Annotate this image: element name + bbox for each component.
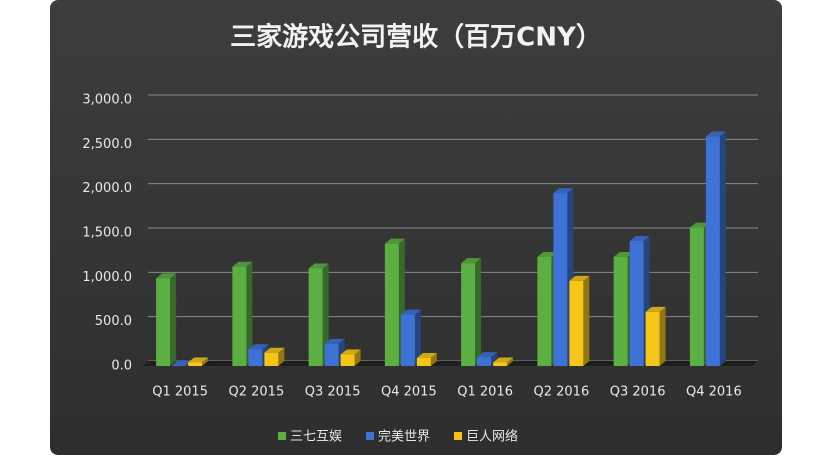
bar-top	[400, 309, 421, 315]
bar	[416, 358, 431, 366]
bar	[156, 278, 171, 366]
floor	[142, 361, 758, 366]
bar-top	[629, 235, 650, 241]
legend-label: 巨人网络	[466, 429, 518, 445]
bar-top	[461, 258, 482, 264]
y-tick-label: 1,000.0	[82, 270, 132, 285]
bar	[569, 280, 584, 366]
bar-side	[414, 309, 421, 366]
bar-top	[537, 251, 558, 257]
bar-top	[645, 306, 666, 312]
legend-swatch	[366, 432, 375, 440]
bar	[384, 243, 399, 366]
y-tick-label: 1,500.0	[82, 226, 132, 241]
bar-top	[477, 352, 498, 358]
x-tick-label: Q1 2016	[457, 385, 513, 400]
bar	[705, 136, 720, 366]
bar-top	[308, 263, 329, 269]
bar-top	[705, 131, 726, 137]
bar	[493, 362, 508, 366]
bar-top	[324, 338, 345, 344]
x-tick-label: Q1 2015	[152, 385, 208, 400]
bar	[689, 227, 704, 366]
y-tick-label: 0.0	[111, 359, 132, 374]
x-tick-label: Q2 2015	[229, 385, 285, 400]
legend-swatch	[454, 432, 463, 440]
bar-top	[613, 251, 634, 257]
bar-top	[172, 360, 193, 366]
bar-top	[156, 273, 177, 279]
bar-top	[232, 261, 253, 267]
bar-side	[719, 131, 726, 366]
bar	[553, 193, 568, 366]
bar-side	[202, 357, 209, 366]
bar	[340, 354, 355, 366]
bar	[477, 357, 492, 366]
bar	[461, 263, 476, 366]
bar-top	[553, 188, 574, 194]
bar-side	[507, 357, 514, 366]
bar	[172, 365, 187, 366]
y-tick-label: 2,500.0	[82, 137, 132, 152]
bar-top	[248, 344, 269, 350]
bar	[629, 240, 644, 366]
bar-top	[384, 238, 405, 244]
bar-side	[491, 352, 498, 366]
legend-swatch	[278, 432, 286, 440]
bar	[188, 362, 203, 366]
legend-label: 三七互娱	[290, 430, 342, 445]
bar-top	[188, 357, 209, 363]
bar-top	[416, 353, 437, 359]
y-tick-label: 3,000.0	[82, 93, 132, 108]
legend-label: 完美世界	[378, 430, 430, 445]
bar-side	[475, 258, 482, 366]
bar	[537, 256, 552, 366]
x-tick-label: Q3 2015	[305, 385, 361, 400]
bar-top	[264, 347, 285, 353]
chart-title: 三家游戏公司营收（百万CNY）	[230, 22, 602, 53]
bar-side	[170, 273, 177, 366]
bar	[400, 314, 415, 366]
bar	[308, 268, 323, 366]
x-tick-label: Q4 2015	[381, 385, 437, 400]
y-tick-label: 500.0	[95, 314, 132, 329]
bar	[264, 352, 279, 366]
bar-side	[278, 347, 285, 366]
y-tick-label: 2,000.0	[82, 181, 132, 196]
x-tick-label: Q2 2016	[534, 385, 590, 400]
bar-side	[246, 261, 253, 366]
bar-side	[430, 353, 437, 366]
bar-side	[322, 263, 329, 366]
x-tick-label: Q3 2016	[610, 385, 666, 400]
bar	[232, 266, 247, 366]
bar	[645, 311, 660, 366]
bar	[248, 349, 263, 366]
bar-side	[659, 306, 666, 366]
bar-side	[583, 275, 590, 366]
bar-top	[340, 349, 361, 355]
bar	[324, 343, 339, 366]
bar-top	[569, 275, 590, 281]
bar	[613, 256, 628, 366]
bar-side	[354, 349, 361, 366]
x-tick-label: Q4 2016	[686, 385, 742, 400]
bar-top	[493, 357, 514, 363]
bar-top	[689, 222, 710, 228]
